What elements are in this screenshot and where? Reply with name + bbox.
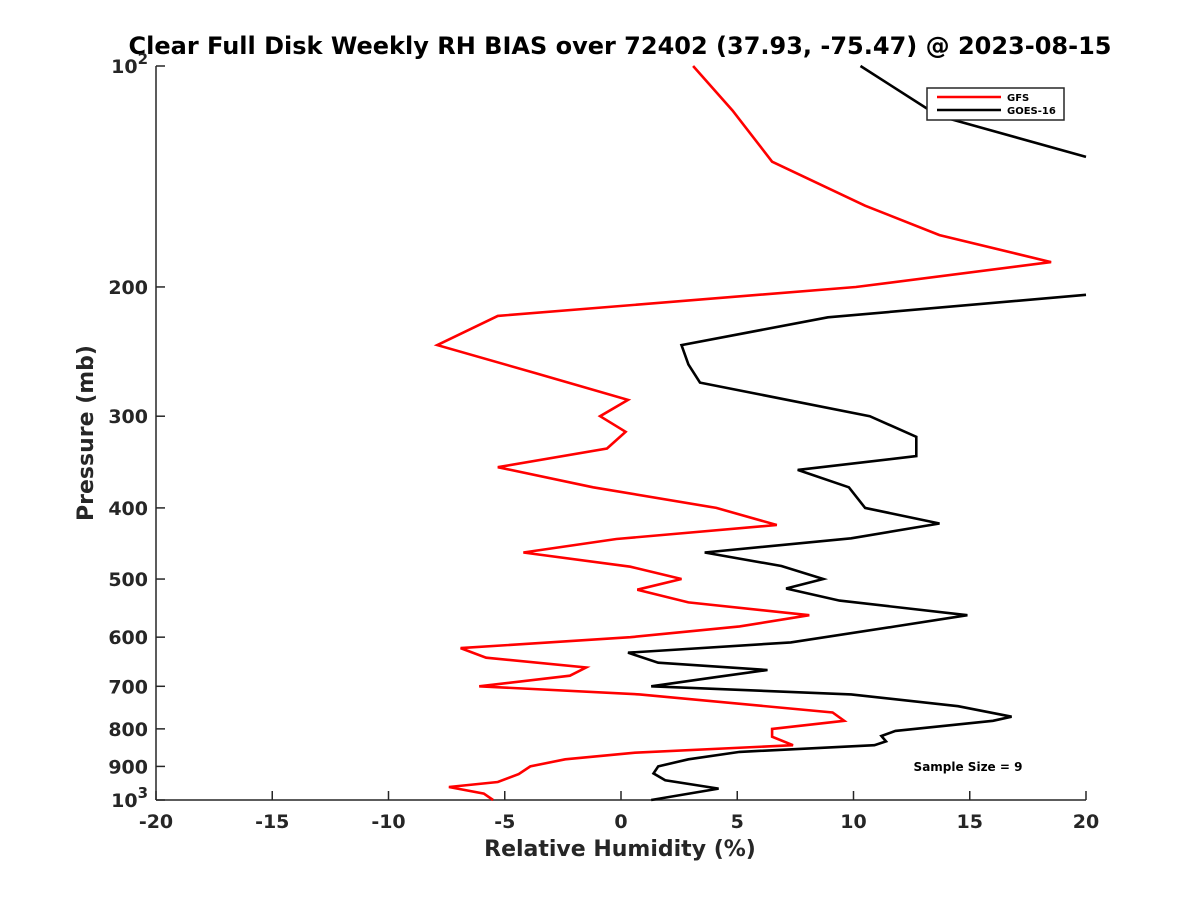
x-axis-label: Relative Humidity (%) bbox=[484, 837, 756, 862]
y-tick-label: 103 bbox=[111, 784, 148, 812]
y-tick-label: 800 bbox=[108, 719, 148, 741]
legend-label-goes16: GOES-16 bbox=[1007, 106, 1056, 117]
x-tick-label: -10 bbox=[371, 811, 405, 833]
y-tick-label: 102 bbox=[111, 50, 148, 78]
legend-label-gfs: GFS bbox=[1007, 93, 1029, 104]
series-layer bbox=[433, 64, 1087, 802]
series-line-goes16-2 bbox=[627, 293, 1087, 802]
y-tick-label: 600 bbox=[108, 627, 148, 649]
y-tick-label: 400 bbox=[108, 498, 148, 520]
y-axis-ticks: 102 200 300 400 500 600 700 800 900 103 bbox=[108, 50, 165, 812]
x-tick-label: -20 bbox=[139, 811, 173, 833]
x-tick-label: -15 bbox=[255, 811, 289, 833]
x-tick-label: 15 bbox=[957, 811, 983, 833]
x-tick-label: 5 bbox=[731, 811, 744, 833]
chart-title: Clear Full Disk Weekly RH BIAS over 7240… bbox=[129, 32, 1112, 60]
axes bbox=[155, 66, 1086, 801]
legend-box bbox=[926, 87, 1065, 121]
y-tick-label: 200 bbox=[108, 277, 148, 299]
y-tick-label: 700 bbox=[108, 676, 148, 698]
x-tick-label: 0 bbox=[614, 811, 627, 833]
sample-size-annotation: Sample Size = 9 bbox=[914, 760, 1023, 774]
x-tick-label: -5 bbox=[494, 811, 515, 833]
x-tick-label: 10 bbox=[840, 811, 866, 833]
y-axis-label: Pressure (mb) bbox=[74, 345, 99, 521]
legend: GFS GOES-16 bbox=[926, 87, 1065, 121]
x-axis-ticks: -20 -15 -10 -5 0 5 10 15 20 bbox=[139, 791, 1099, 833]
y-tick-label: 300 bbox=[108, 406, 148, 428]
y-tick-label: 900 bbox=[108, 756, 148, 778]
series-line-gfs-0 bbox=[433, 65, 1052, 802]
x-tick-label: 20 bbox=[1073, 811, 1099, 833]
y-tick-label: 500 bbox=[108, 569, 148, 591]
